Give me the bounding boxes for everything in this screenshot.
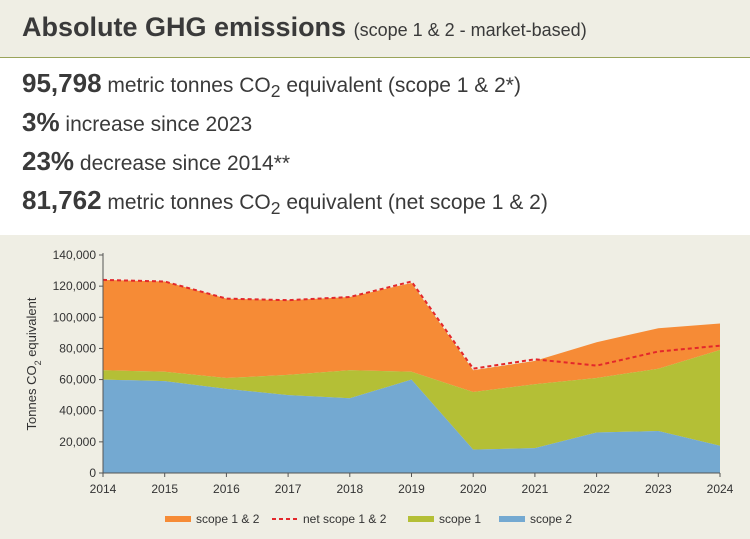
scope-1-area <box>103 350 720 450</box>
y-axis-label: Tonnes CO2 equivalent <box>24 297 43 430</box>
emissions-area-chart: 0 20,000 40,000 60,000 80,000 100,000 120,000 1… <box>24 248 734 526</box>
y-tick-label: 140,000 <box>53 248 97 262</box>
x-tick-label: 2018 <box>336 482 363 496</box>
stat-text-sub: 2 <box>270 198 281 219</box>
x-tick-label: 2016 <box>213 482 240 496</box>
y-tick-label: 0 <box>89 466 96 480</box>
stat-text-pre: metric tonnes CO <box>107 191 271 214</box>
stat-text: decrease since 2014** <box>79 152 291 175</box>
stat-decrease: 23% decrease since 2014** <box>22 146 742 185</box>
x-tick-label: 2020 <box>460 482 487 496</box>
legend-label: scope 2 <box>530 512 572 526</box>
stat-text: metric tonnes CO2 equivalent (net scope … <box>107 191 548 218</box>
legend-label: scope 1 & 2 <box>196 512 260 526</box>
legend-swatch <box>165 516 191 522</box>
stat-total-emissions: 95,798 metric tonnes CO2 equivalent (sco… <box>22 68 742 107</box>
stat-text-post: equivalent (net scope 1 & 2) <box>280 191 548 214</box>
y-tick-label: 100,000 <box>53 310 97 324</box>
title-text: Absolute GHG emissions <box>22 12 347 42</box>
stat-text-pre: metric tonnes CO <box>107 74 271 97</box>
stat-value: 3% <box>22 107 60 137</box>
stat-text-post: equivalent (scope 1 & 2*) <box>280 74 521 97</box>
stat-text: metric tonnes CO2 equivalent (scope 1 & … <box>107 74 521 101</box>
key-figures: 95,798 metric tonnes CO2 equivalent (sco… <box>22 68 742 224</box>
scope-2-area <box>103 379 720 473</box>
chart-panel: 0 20,000 40,000 60,000 80,000 100,000 120,000 1… <box>0 235 750 539</box>
stat-text-sub: 2 <box>270 81 281 102</box>
y-tick-label: 80,000 <box>59 341 96 355</box>
scope-1-2-area <box>103 279 720 392</box>
x-tick-label: 2024 <box>707 482 734 496</box>
x-tick-label: 2017 <box>275 482 302 496</box>
header-band: Absolute GHG emissions (scope 1 & 2 - ma… <box>0 0 750 58</box>
legend-swatch <box>408 516 434 522</box>
stat-value: 23% <box>22 146 75 176</box>
stat-value: 81,762 <box>22 185 102 215</box>
stat-value: 95,798 <box>22 68 102 98</box>
y-tick-label: 120,000 <box>53 279 97 293</box>
x-tick-label: 2023 <box>645 482 672 496</box>
page-title: Absolute GHG emissions (scope 1 & 2 - ma… <box>22 12 587 43</box>
legend-label: net scope 1 & 2 <box>303 512 387 526</box>
stat-text: increase since 2023 <box>65 113 253 136</box>
x-tick-label: 2022 <box>583 482 610 496</box>
y-tick-label: 40,000 <box>59 404 96 418</box>
x-tick-label: 2019 <box>398 482 425 496</box>
stat-net-emissions: 81,762 metric tonnes CO2 equivalent (net… <box>22 185 742 224</box>
y-tick-label: 60,000 <box>59 373 96 387</box>
legend-swatch <box>499 516 525 522</box>
x-tick-label: 2021 <box>522 482 549 496</box>
page-subtitle: (scope 1 & 2 - market-based) <box>353 20 587 40</box>
y-tick-label: 20,000 <box>59 435 96 449</box>
x-tick-label: 2015 <box>151 482 178 496</box>
x-tick-label: 2014 <box>90 482 117 496</box>
legend-label: scope 1 <box>439 512 481 526</box>
stat-increase: 3% increase since 2023 <box>22 107 742 146</box>
header-divider <box>0 57 750 58</box>
